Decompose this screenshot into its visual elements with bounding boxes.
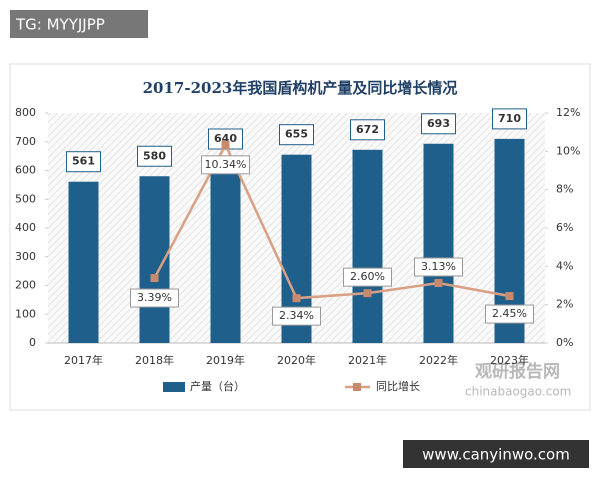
data-label: 561: [72, 155, 95, 168]
x-tick-label: 2021年: [348, 353, 387, 367]
legend-label: 同比增长: [376, 379, 420, 393]
x-tick-label: 2019年: [206, 353, 245, 367]
y2-tick-label: 2%: [556, 298, 573, 311]
logo-url: chinabaogao.com: [465, 385, 571, 399]
x-tick-label: 2018年: [135, 353, 174, 367]
y2-tick-label: 8%: [556, 183, 573, 196]
watermark-box: [10, 10, 148, 38]
x-tick-label: 2020年: [277, 353, 316, 367]
chart-title: 2017-2023年我国盾构机产量及同比增长情况: [143, 79, 458, 97]
data-label: 693: [427, 117, 450, 130]
watermark: www.canyinwo.com: [422, 446, 570, 464]
y-tick-label: 700: [15, 135, 36, 148]
y-tick-label: 600: [15, 164, 36, 177]
data-label: 2.60%: [350, 270, 385, 283]
y2-tick-label: 10%: [556, 144, 580, 157]
y2-tick-label: 6%: [556, 221, 573, 234]
marker: [505, 292, 514, 301]
data-label-box: [492, 108, 527, 130]
data-label: 672: [356, 123, 379, 136]
data-label-box: [414, 257, 463, 277]
y2-tick-label: 4%: [556, 259, 573, 272]
watermark-box: [403, 440, 589, 468]
data-label: 2.45%: [492, 307, 527, 320]
legend-label: 产量（台）: [190, 379, 245, 393]
data-label: 640: [214, 132, 237, 145]
data-label: 580: [143, 149, 166, 162]
data-label-box: [208, 128, 243, 150]
x-tick-label: 2017年: [64, 353, 103, 367]
bar: [210, 159, 241, 343]
data-label: 3.13%: [421, 260, 456, 273]
data-label: 655: [285, 128, 308, 141]
data-label-box: [421, 113, 456, 135]
bar: [352, 149, 383, 343]
data-label-box: [485, 304, 534, 324]
y-tick-label: 300: [15, 250, 36, 263]
data-label-box: [343, 267, 392, 287]
marker: [221, 140, 230, 149]
watermark: TG: MYYJJPP: [15, 16, 105, 34]
data-label-box: [130, 288, 179, 308]
data-label: 10.34%: [205, 158, 247, 171]
y-tick-label: 400: [15, 221, 36, 234]
legend-swatch: [353, 383, 361, 391]
data-label-box: [272, 306, 321, 326]
marker: [434, 279, 443, 288]
legend-swatch: [163, 382, 185, 392]
bar: [68, 181, 99, 343]
x-tick-label: 2022年: [419, 353, 458, 367]
data-label-box: [66, 151, 101, 173]
bar: [423, 143, 454, 343]
y-tick-label: 100: [15, 307, 36, 320]
marker: [292, 294, 301, 303]
marker: [363, 289, 372, 298]
y2-tick-label: 12%: [556, 106, 580, 119]
y-tick-label: 0: [29, 336, 36, 349]
data-label-box: [279, 124, 314, 146]
data-label: 710: [498, 112, 521, 125]
marker: [150, 274, 159, 283]
y2-tick-label: 0%: [556, 336, 573, 349]
y-tick-label: 500: [15, 192, 36, 205]
data-label-box: [201, 155, 250, 175]
y-tick-label: 800: [15, 106, 36, 119]
y-tick-label: 200: [15, 279, 36, 292]
data-label: 3.39%: [137, 291, 172, 304]
x-tick-label: 2023年: [490, 353, 529, 367]
data-label: 2.34%: [279, 309, 314, 322]
data-label-box: [137, 145, 172, 167]
logo: 观研报告网: [474, 361, 560, 382]
data-label-box: [350, 119, 385, 141]
